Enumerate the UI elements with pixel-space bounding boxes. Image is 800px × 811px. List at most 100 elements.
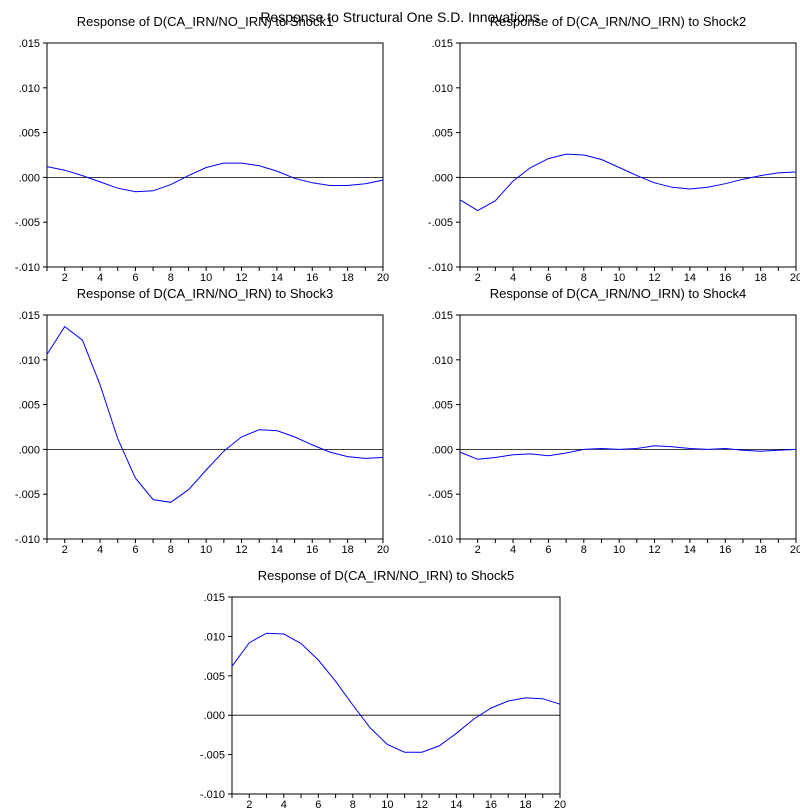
x-tick-label: 16 (306, 544, 318, 556)
x-tick-label: 20 (377, 272, 389, 284)
y-tick-label: .015 (19, 310, 40, 322)
x-tick-label: 6 (132, 272, 138, 284)
y-tick-label: -.010 (428, 262, 453, 274)
x-tick-label: 6 (315, 799, 321, 811)
series-line (46, 162, 384, 193)
panel-title: Response of D(CA_IRN/NO_IRN) to Shock3 (77, 286, 333, 301)
x-tick-label: 14 (684, 544, 696, 556)
x-tick-label: 20 (790, 544, 800, 556)
y-tick-label: .010 (432, 83, 453, 95)
x-tick-label: 2 (246, 799, 252, 811)
x-tick-label: 14 (271, 272, 283, 284)
x-tick-label: 12 (416, 799, 428, 811)
x-tick-label: 10 (381, 799, 393, 811)
y-tick-label: -.005 (15, 489, 40, 501)
chart-panel-3: Response of D(CA_IRN/NO_IRN) to Shock3 -.… (15, 286, 389, 556)
x-tick-label: 4 (510, 544, 516, 556)
y-tick-label: .015 (19, 38, 40, 50)
x-tick-label: 16 (485, 799, 497, 811)
y-tick-label: .000 (432, 444, 453, 456)
x-tick-label: 18 (342, 272, 354, 284)
y-tick-label: -.010 (15, 262, 40, 274)
x-tick-label: 20 (790, 272, 800, 284)
plot-frame (231, 596, 561, 795)
y-tick-label: .005 (432, 128, 453, 140)
y-tick-label: -.010 (428, 534, 453, 546)
x-tick-label: 14 (271, 544, 283, 556)
x-tick-label: 6 (545, 272, 551, 284)
x-tick-label: 18 (519, 799, 531, 811)
x-tick-label: 10 (200, 544, 212, 556)
y-tick-label: .000 (204, 710, 225, 722)
y-tick-label: .010 (19, 83, 40, 95)
y-tick-label: .010 (204, 631, 225, 643)
x-tick-label: 14 (450, 799, 462, 811)
x-tick-label: 8 (168, 544, 174, 556)
x-tick-label: 10 (613, 544, 625, 556)
x-tick-label: 14 (684, 272, 696, 284)
plot-frame (459, 42, 797, 268)
series-line (46, 325, 384, 503)
plot-frame (459, 314, 797, 540)
x-tick-label: 8 (168, 272, 174, 284)
chart-panel-1: Response of D(CA_IRN/NO_IRN) to Shock1 -.… (15, 14, 389, 284)
x-tick-label: 16 (306, 272, 318, 284)
y-tick-label: .000 (19, 172, 40, 184)
y-tick-label: .010 (19, 355, 40, 367)
y-tick-label: .015 (432, 310, 453, 322)
plot-frame (46, 42, 384, 268)
y-tick-label: -.010 (200, 789, 225, 801)
x-tick-label: 6 (545, 544, 551, 556)
y-tick-label: .000 (432, 172, 453, 184)
y-tick-label: -.005 (200, 750, 225, 762)
y-tick-label: .005 (432, 400, 453, 412)
x-tick-label: 10 (200, 272, 212, 284)
panel-title: Response of D(CA_IRN/NO_IRN) to Shock4 (490, 286, 746, 301)
y-tick-label: .010 (432, 355, 453, 367)
figure-title: Response to Structural One S.D. Innovati… (260, 9, 540, 25)
x-tick-label: 16 (719, 544, 731, 556)
series-line (459, 153, 797, 212)
chart-panel-4: Response of D(CA_IRN/NO_IRN) to Shock4 -.… (428, 286, 800, 556)
y-tick-label: -.005 (15, 217, 40, 229)
chart-panel-5: Response of D(CA_IRN/NO_IRN) to Shock5 -.… (200, 568, 566, 811)
chart-panel-2: Response of D(CA_IRN/NO_IRN) to Shock2 -.… (428, 14, 800, 284)
y-tick-label: .015 (432, 38, 453, 50)
x-tick-label: 2 (475, 544, 481, 556)
x-tick-label: 10 (613, 272, 625, 284)
y-tick-label: -.005 (428, 217, 453, 229)
y-tick-label: .015 (204, 592, 225, 604)
panel-title: Response of D(CA_IRN/NO_IRN) to Shock1 (77, 14, 333, 29)
x-tick-label: 12 (648, 544, 660, 556)
x-tick-label: 2 (62, 272, 68, 284)
y-tick-label: .000 (19, 444, 40, 456)
y-tick-label: .005 (19, 400, 40, 412)
x-tick-label: 4 (281, 799, 287, 811)
series-line (231, 632, 561, 753)
x-tick-label: 20 (554, 799, 566, 811)
x-tick-label: 4 (97, 544, 103, 556)
x-tick-label: 8 (581, 272, 587, 284)
x-tick-label: 18 (755, 272, 767, 284)
panel-title: Response of D(CA_IRN/NO_IRN) to Shock2 (490, 14, 746, 29)
x-tick-label: 2 (62, 544, 68, 556)
x-tick-label: 4 (97, 272, 103, 284)
x-tick-label: 18 (755, 544, 767, 556)
series-line (459, 445, 797, 460)
x-tick-label: 20 (377, 544, 389, 556)
y-tick-label: -.010 (15, 534, 40, 546)
x-tick-label: 12 (235, 544, 247, 556)
x-tick-label: 2 (475, 272, 481, 284)
x-tick-label: 8 (350, 799, 356, 811)
x-tick-label: 12 (648, 272, 660, 284)
y-tick-label: -.005 (428, 489, 453, 501)
x-tick-label: 12 (235, 272, 247, 284)
x-tick-label: 18 (342, 544, 354, 556)
x-tick-label: 4 (510, 272, 516, 284)
y-tick-label: .005 (204, 671, 225, 683)
x-tick-label: 8 (581, 544, 587, 556)
x-tick-label: 16 (719, 272, 731, 284)
x-tick-label: 6 (132, 544, 138, 556)
panel-title: Response of D(CA_IRN/NO_IRN) to Shock5 (258, 568, 514, 583)
